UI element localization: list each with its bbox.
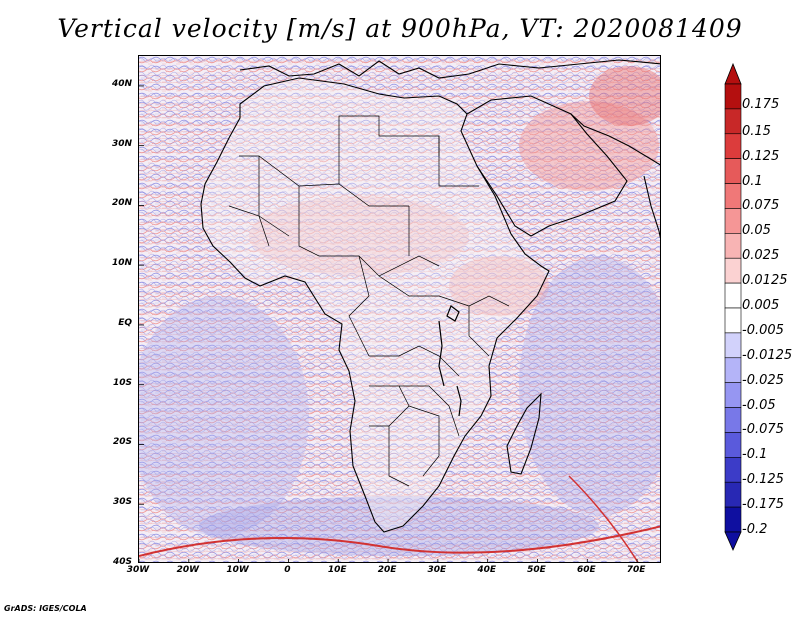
arabian-peninsula (466, 95, 628, 237)
madagascar (506, 392, 542, 475)
lat-label: 30S (112, 497, 132, 508)
lon-label: 10W (226, 565, 249, 575)
grads-credit: GrADS: IGES/COLA (4, 604, 87, 613)
lat-label: 20N (111, 198, 132, 209)
positive-region-arabia (519, 101, 659, 191)
lon-label: 0 (284, 565, 291, 575)
rift-lakes (438, 305, 462, 417)
positive-region-sahel (249, 196, 469, 276)
colorbar-box (724, 382, 742, 408)
colorbar-box (724, 332, 742, 359)
field-texture (139, 56, 660, 562)
india-west-coast (643, 175, 660, 239)
chart-title: Vertical velocity [m/s] at 900hPa, VT: 2… (57, 14, 743, 43)
colorbar-max-triangle (724, 62, 742, 85)
colorbar-box (724, 233, 742, 259)
colorbar (724, 62, 742, 551)
colorbar-label: 0.0125 (742, 273, 788, 289)
map-panel (138, 55, 661, 563)
colorbar-label: -0.175 (742, 497, 784, 513)
country-borders (228, 115, 510, 487)
colorbar-label: -0.1 (742, 447, 768, 463)
lat-label: 10N (111, 258, 132, 269)
lon-label: 20W (176, 565, 200, 575)
lon-label: 60E (576, 565, 596, 575)
colorbar-label: -0.075 (742, 422, 784, 438)
colorbar-box (724, 357, 742, 383)
colorbar-box (724, 282, 742, 309)
frontal-band (139, 525, 660, 557)
negative-region-south (199, 496, 599, 556)
lat-label: 10S (112, 377, 132, 388)
colorbar-label: -0.005 (742, 322, 784, 338)
africa-coastline (200, 77, 550, 533)
iran-india-coastline (570, 113, 660, 166)
negative-region-atlantic (139, 296, 309, 536)
axis-ticks (139, 85, 638, 562)
lat-label: 40S (112, 557, 132, 567)
colorbar-box (724, 208, 742, 234)
lon-label: 10E (327, 565, 347, 575)
lon-label: 20E (377, 565, 397, 575)
colorbar-label: 0.075 (742, 198, 780, 214)
frontal-band-2 (568, 475, 639, 562)
colorbar-label: 0.15 (742, 123, 771, 139)
colorbar-box (724, 83, 742, 110)
map-canvas (139, 56, 660, 562)
lon-label: 30W (126, 565, 150, 575)
negative-region-indian (519, 256, 660, 516)
colorbar-label: 0.125 (742, 148, 780, 164)
europe-coastline (239, 59, 660, 79)
lat-label: 20S (112, 437, 132, 448)
colorbar-label: 0.175 (742, 96, 780, 112)
positive-region-iran (589, 66, 660, 126)
lon-label: 40E (477, 565, 496, 575)
lon-label: 70E (626, 565, 646, 575)
colorbar-box (724, 481, 742, 508)
colorbar-label: 0.05 (742, 223, 771, 239)
colorbar-label: -0.2 (742, 522, 768, 537)
colorbar-box (724, 158, 742, 184)
colorbar-box (724, 257, 742, 284)
colorbar-label: 0.005 (742, 298, 780, 313)
colorbar-box (724, 108, 742, 135)
colorbar-min-triangle (724, 531, 742, 551)
colorbar-box (724, 407, 742, 433)
colorbar-label: -0.05 (742, 397, 776, 413)
colorbar-box (724, 506, 742, 533)
colorbar-label: 0.025 (742, 248, 780, 264)
lat-label: 30N (111, 138, 132, 149)
lat-label: EQ (118, 317, 132, 328)
lat-label: 40N (111, 78, 132, 89)
colorbar-box (724, 183, 742, 209)
colorbar-box (724, 457, 742, 483)
colorbar-label: -0.125 (742, 472, 784, 488)
lon-label: 30E (427, 565, 447, 575)
colorbar-label: -0.0125 (742, 347, 793, 363)
positive-region-horn (449, 256, 549, 316)
colorbar-box (724, 307, 742, 334)
colorbar-box (724, 432, 742, 458)
colorbar-label: -0.025 (742, 372, 784, 388)
lon-label: 50E (527, 565, 546, 575)
colorbar-label: 0.1 (742, 173, 763, 189)
colorbar-box (724, 133, 742, 159)
